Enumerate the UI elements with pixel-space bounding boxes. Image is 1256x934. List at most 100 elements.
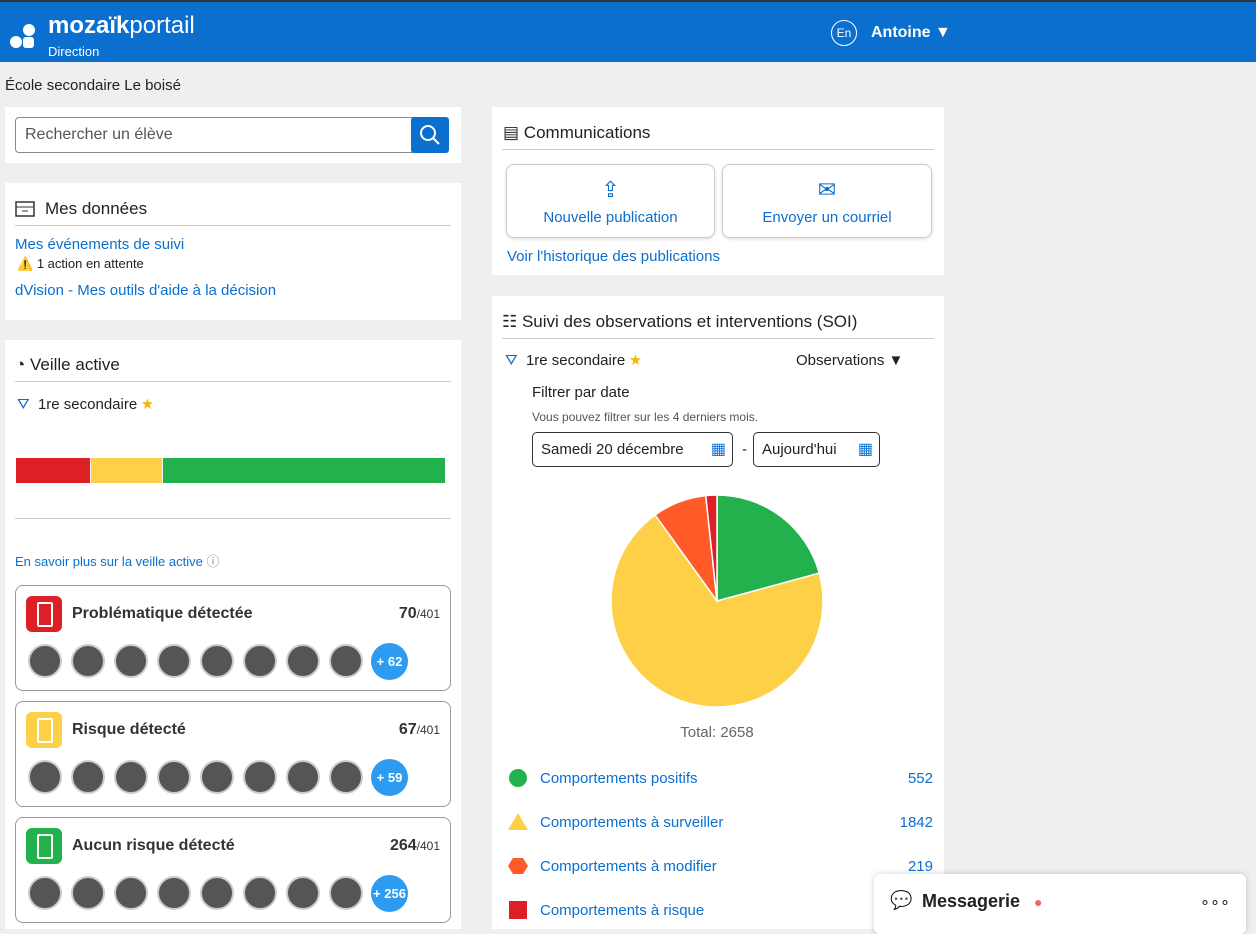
more-badge[interactable]: + 256 [371,875,408,912]
shape [508,813,528,830]
avatar [157,644,191,678]
button-label: Nouvelle publication [543,209,678,226]
publish-button[interactable]: ⇪ Nouvelle publication [506,164,715,238]
avatar [200,876,234,910]
avatar [243,760,277,794]
avatar [71,876,105,910]
avatar [71,760,105,794]
legend-label[interactable]: Comportements à risque [540,902,705,919]
more-badge[interactable]: + 59 [371,759,408,796]
count: 264 [389,837,417,854]
logo [10,24,35,48]
legend-icon [508,858,528,874]
link[interactable]: Voir l'historique des publications [507,248,720,265]
school: École secondaire Le boisé [5,77,181,94]
search-button[interactable] [411,117,449,153]
card-title: Aucun risque détecté [72,837,235,854]
messagerie-title: Messagerie [922,891,1021,911]
pie-slice [704,494,718,602]
avatar [114,644,148,678]
legend-icon [509,901,527,919]
search-placeholder: Rechercher un élève [25,126,173,143]
pie-chart [610,494,824,708]
avatar [200,760,234,794]
divider [15,225,451,226]
avatar [28,644,62,678]
legend-icon [508,813,528,830]
email-button[interactable]: ✉ Envoyer un courriel [722,164,932,238]
pie-slice [716,494,821,602]
shape [509,901,527,919]
brand-light: portail [129,12,195,39]
total: Total: 2658 [680,724,754,741]
card-title: Problématique détectée [72,605,253,622]
avatar [28,760,62,794]
avatar [157,760,191,794]
avatar [329,876,363,910]
legend-icon [509,769,527,787]
avatar [286,876,320,910]
avatar [71,644,105,678]
panel-title: Mes données [45,199,148,218]
legend-label[interactable]: Comportements à modifier [540,858,717,875]
avatar [157,876,191,910]
avatar [243,644,277,678]
count-total: /401 [416,723,440,737]
date-text: Samedi 20 décembre [541,441,684,458]
link[interactable]: dVision - Mes outils d'aide à la décisio… [15,282,277,299]
view-select[interactable]: Observations ▼ [796,352,904,369]
legend-value: 219 [907,858,933,875]
count-total: /401 [416,607,440,621]
card-count: 264/401 [390,837,440,855]
legend-label[interactable]: Comportements à surveiller [540,814,724,831]
panel-title: Suivi des observations et interventions … [521,312,858,331]
battery [37,718,53,743]
lang-button[interactable]: En [831,20,857,46]
avatar [114,760,148,794]
avatar [286,760,320,794]
role: Direction [48,44,100,59]
filter: 1re secondaire [37,396,138,413]
divider [15,381,451,382]
veille-card: Risque détecté 67/401 + 59 [15,701,451,807]
card-icon [26,712,62,748]
more-badge[interactable]: + 62 [371,643,408,680]
messagerie[interactable]: 💬 Messagerie ● ∘∘∘ [874,874,1246,934]
divider [502,149,934,150]
search-input[interactable]: Rechercher un élève [15,117,413,153]
button-label: Envoyer un courriel [762,209,892,226]
date-to[interactable]: Aujourd'hui ▦ [753,432,880,467]
avatar [200,644,234,678]
divider [502,338,934,339]
card-count: 70/401 [399,605,440,623]
header [0,0,1256,62]
link[interactable]: Mes événements de suivi [15,236,185,253]
legend-value: 1842 [899,814,933,831]
brand-bold: mozaïk [48,12,130,39]
card-icon [26,596,62,632]
card-count: 67/401 [399,721,440,739]
panel-title: Veille active [30,355,120,374]
count: 67 [398,721,417,738]
card-title: Risque détecté [72,721,186,738]
legend-label[interactable]: Comportements positifs [540,770,698,787]
note: 1 action en attente [36,256,144,271]
date-hint: Vous pouvez filtrer sur les 4 derniers m… [532,410,759,424]
divider [15,518,451,519]
bar-segment [16,458,91,483]
link[interactable]: En savoir plus sur la veille active [15,554,203,569]
veille-bar [16,458,446,483]
filter: 1re secondaire [525,352,626,369]
avatar [329,644,363,678]
avatar [28,876,62,910]
avatar [286,644,320,678]
veille-card: Problématique détectée 70/401 + 62 [15,585,451,691]
card-icon [26,828,62,864]
date-title: Filtrer par date [532,384,630,401]
pie-slice [610,513,824,708]
date-from[interactable]: Samedi 20 décembre ▦ [532,432,733,467]
mes-donnees-panel [5,183,461,320]
count: 70 [398,605,417,622]
user-menu[interactable]: Antoine ▼ [871,24,951,41]
